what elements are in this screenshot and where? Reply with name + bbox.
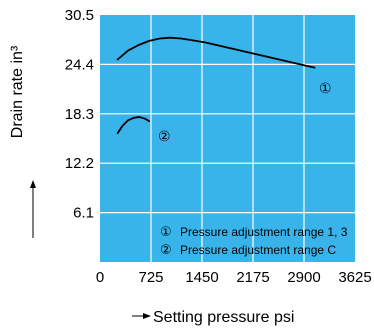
legend-marker-2: ② xyxy=(160,243,172,258)
y-tick-label-2: 18.3 xyxy=(65,106,94,123)
x-tick-label-3: 2175 xyxy=(236,269,269,286)
x-axis-title: Setting pressure psi xyxy=(153,309,294,326)
y-tick-label-4: 30.5 xyxy=(65,7,94,24)
series-group xyxy=(116,36,316,135)
plot-area xyxy=(100,15,355,262)
curve-label-1: ① xyxy=(319,81,332,97)
y-tick-label-3: 24.4 xyxy=(65,56,94,73)
legend-marker-1: ① xyxy=(160,225,172,240)
grid xyxy=(100,15,355,262)
x-axis-arrow xyxy=(132,313,151,319)
series-line-2 xyxy=(116,116,151,135)
tick-labels: 0 725 1450 2175 2900 3625 6.1 12.2 18.3 24.4 30.5 xyxy=(65,7,372,286)
y-tick-label-1: 12.2 xyxy=(65,155,94,172)
x-tick-label-2: 1450 xyxy=(185,269,218,286)
y-tick-label-0: 6.1 xyxy=(73,205,94,222)
curve-label-2: ② xyxy=(158,129,171,145)
y-axis-arrow xyxy=(30,180,36,238)
legend-label-2: Pressure adjustment range C xyxy=(180,243,336,257)
legend: ① Pressure adjustment range 1, 3 ② Press… xyxy=(160,225,348,258)
legend-label-1: Pressure adjustment range 1, 3 xyxy=(180,225,348,239)
series-line-1 xyxy=(116,36,316,69)
x-tick-label-0: 0 xyxy=(96,269,104,286)
x-tick-label-1: 725 xyxy=(138,269,163,286)
y-axis-title: Drain rate in³ xyxy=(9,45,26,138)
x-tick-label-4: 2900 xyxy=(287,269,320,286)
x-tick-label-5: 3625 xyxy=(338,269,371,286)
